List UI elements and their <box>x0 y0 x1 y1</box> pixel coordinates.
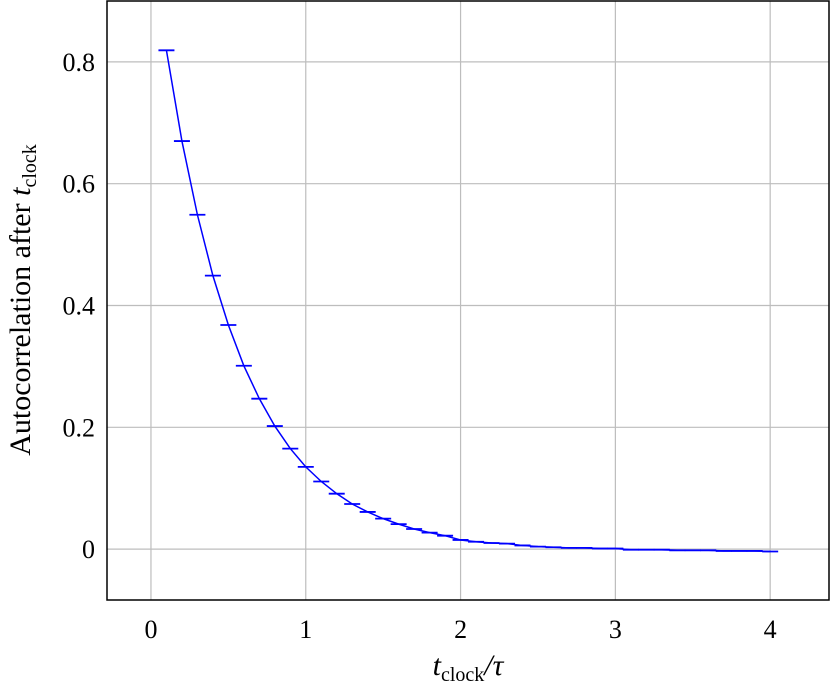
series-line <box>165 50 771 553</box>
y-label-sub: clock <box>19 144 41 187</box>
y-tick-label: 0.2 <box>63 413 96 442</box>
x-label-rest: /τ <box>482 649 504 682</box>
x-tick-label: 4 <box>764 615 777 644</box>
x-label-var: t <box>433 649 442 682</box>
y-tick-label: 0.6 <box>63 170 96 199</box>
x-tick-label: 2 <box>454 615 467 644</box>
x-axis-label: tclock/τ <box>433 649 505 686</box>
y-label-var: t <box>4 187 37 196</box>
y-tick-label: 0 <box>82 535 95 564</box>
y-label-text: Autocorrelation after <box>4 196 37 456</box>
x-tick-label: 0 <box>144 615 157 644</box>
y-tick-label: 0.8 <box>63 48 96 77</box>
x-tick-label: 3 <box>609 615 622 644</box>
x-tick-label: 1 <box>299 615 312 644</box>
plot-frame <box>106 0 830 601</box>
y-tick-label: 0.4 <box>63 291 96 320</box>
x-label-sub: clock <box>441 664 484 686</box>
y-axis-label: Autocorrelation after tclock <box>4 144 41 456</box>
